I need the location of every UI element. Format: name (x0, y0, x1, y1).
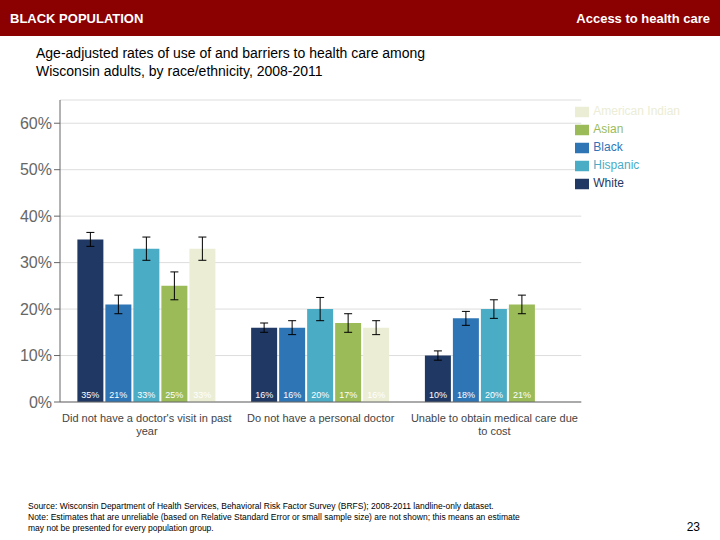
svg-text:21%: 21% (109, 390, 127, 400)
html-text:Source: Wisconsin Department o: Source: Wisconsin Department of Health S… (28, 501, 520, 533)
html-text:23: 23 (686, 520, 700, 534)
svg-text:17%: 17% (339, 390, 357, 400)
svg-text:16%: 16% (255, 390, 273, 400)
svg-text:16%: 16% (283, 390, 301, 400)
svg-text:25%: 25% (165, 390, 183, 400)
html-text:Black: Black (593, 140, 623, 154)
svg-text:10%: 10% (429, 390, 447, 400)
svg-text:30%: 30% (20, 254, 52, 271)
svg-text:18%: 18% (457, 390, 475, 400)
html-text:Asian: Asian (593, 122, 624, 136)
svg-text:10%: 10% (20, 347, 52, 364)
svg-text:33%: 33% (137, 390, 155, 400)
html-text:Age-adjusted rates of use of a: Age-adjusted rates of use of and barrier… (36, 45, 426, 79)
svg-text:21%: 21% (513, 390, 531, 400)
html-text:White: White (593, 176, 624, 190)
svg-text:40%: 40% (20, 208, 52, 225)
svg-text:60%: 60% (20, 115, 52, 132)
html-text:American Indian: American Indian (593, 104, 680, 118)
svg-text:20%: 20% (311, 390, 329, 400)
html-text:Access to health care: Access to health care (576, 10, 710, 26)
svg-text:33%: 33% (193, 390, 211, 400)
html-text:BLACK POPULATION: BLACK POPULATION (10, 10, 144, 26)
svg-text:Do not have a personal doctor: Do not have a personal doctor (247, 412, 395, 424)
svg-text:20%: 20% (485, 390, 503, 400)
svg-text:35%: 35% (81, 390, 99, 400)
svg-text:0%: 0% (29, 394, 52, 411)
svg-text:Did not have a doctor's visit: Did not have a doctor's visit in pastyea… (62, 412, 232, 437)
svg-text:Unable to obtain medical care: Unable to obtain medical care dueto cost (411, 412, 578, 437)
svg-text:20%: 20% (20, 301, 52, 318)
html-text:Hispanic: Hispanic (593, 158, 640, 172)
svg-text:50%: 50% (20, 161, 52, 178)
svg-text:16%: 16% (367, 390, 385, 400)
